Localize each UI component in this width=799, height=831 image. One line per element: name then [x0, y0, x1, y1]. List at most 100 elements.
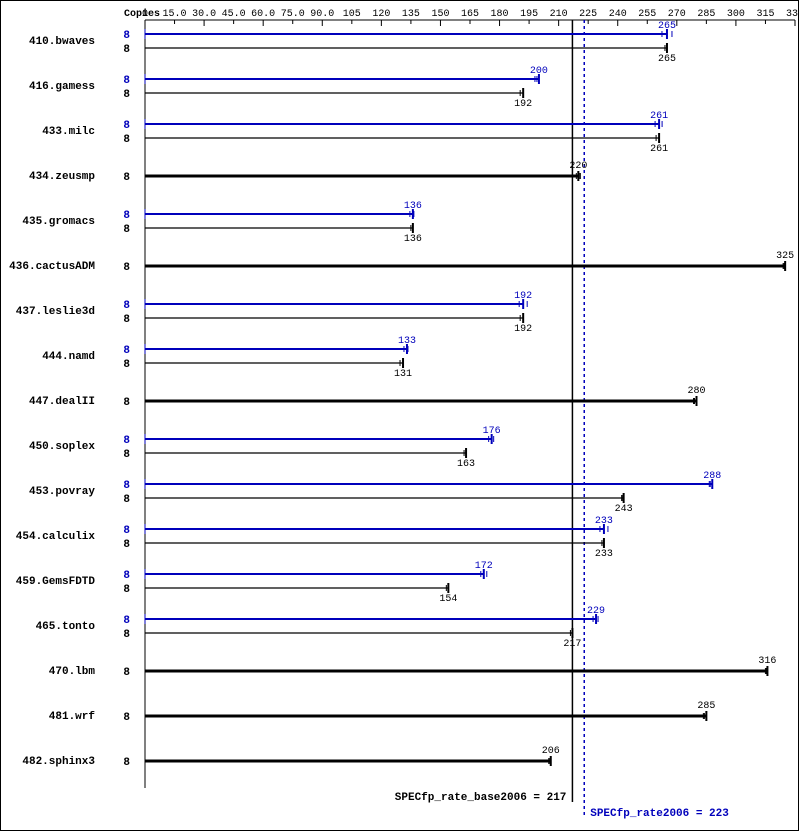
value-label-base: 217	[563, 639, 581, 650]
benchmark-label: 459.GemsFDTD	[16, 576, 96, 588]
value-label-base: 285	[697, 701, 715, 712]
copies-base: 8	[123, 629, 130, 641]
axis-tick-label: 210	[550, 9, 568, 20]
copies-peak: 8	[123, 525, 130, 537]
axis-tick-label: 330	[786, 9, 799, 20]
value-label-peak: 261	[650, 111, 668, 122]
copies-peak: 8	[123, 345, 130, 357]
copies-peak: 8	[123, 210, 130, 222]
axis-tick-label: 315	[756, 9, 774, 20]
benchmark-label: 482.sphinx3	[22, 756, 95, 768]
specfp-rate-chart: 015.030.045.060.075.090.0105120135150165…	[0, 0, 799, 831]
value-label-base: 154	[439, 594, 457, 605]
copies-base: 8	[123, 44, 130, 56]
copies-base: 8	[123, 667, 130, 679]
value-label-peak: 288	[703, 471, 721, 482]
value-label-peak: 133	[398, 336, 416, 347]
copies-peak: 8	[123, 300, 130, 312]
summary-base: SPECfp_rate_base2006 = 217	[395, 792, 567, 804]
copies-base: 8	[123, 397, 130, 409]
axis-tick-label: 255	[638, 9, 656, 20]
value-label-base: 265	[658, 54, 676, 65]
benchmark-label: 434.zeusmp	[29, 171, 95, 183]
value-label-peak: 233	[595, 516, 613, 527]
copies-peak: 8	[123, 30, 130, 42]
axis-tick-label: 240	[609, 9, 627, 20]
value-label-peak: 192	[514, 291, 532, 302]
axis-tick-label: 15.0	[163, 9, 187, 20]
value-label-base: 280	[688, 386, 706, 397]
copies-peak: 8	[123, 480, 130, 492]
benchmark-label: 447.dealII	[29, 396, 95, 408]
benchmark-label: 436.cactusADM	[9, 261, 95, 273]
copies-base: 8	[123, 539, 130, 551]
benchmark-label: 481.wrf	[49, 711, 96, 723]
copies-peak: 8	[123, 570, 130, 582]
axis-tick-label: 135	[402, 9, 420, 20]
copies-base: 8	[123, 89, 130, 101]
copies-peak: 8	[123, 75, 130, 87]
benchmark-label: 454.calculix	[16, 531, 96, 543]
copies-base: 8	[123, 224, 130, 236]
axis-tick-label: 270	[668, 9, 686, 20]
axis-tick-label: 300	[727, 9, 745, 20]
axis-tick-label: 150	[431, 9, 449, 20]
benchmark-label: 416.gamess	[29, 81, 95, 93]
copies-peak: 8	[123, 120, 130, 132]
copies-base: 8	[123, 494, 130, 506]
benchmark-label: 435.gromacs	[22, 216, 95, 228]
value-label-peak: 265	[658, 21, 676, 32]
summary-peak: SPECfp_rate2006 = 223	[590, 808, 729, 820]
benchmark-label: 470.lbm	[49, 666, 96, 678]
axis-tick-label: 90.0	[310, 9, 334, 20]
axis-tick-label: 195	[520, 9, 538, 20]
copies-base: 8	[123, 757, 130, 769]
value-label-base: 316	[758, 656, 776, 667]
value-label-base: 261	[650, 144, 668, 155]
axis-tick-label: 60.0	[251, 9, 275, 20]
benchmark-label: 450.soplex	[29, 441, 95, 453]
axis-tick-label: 30.0	[192, 9, 216, 20]
axis-tick-label: 45.0	[222, 9, 246, 20]
value-label-peak: 176	[483, 426, 501, 437]
axis-tick-label: 120	[372, 9, 390, 20]
value-label-base: 192	[514, 324, 532, 335]
axis-tick-label: 180	[491, 9, 509, 20]
value-label-base: 136	[404, 234, 422, 245]
copies-base: 8	[123, 314, 130, 326]
value-label-base: 325	[776, 251, 794, 262]
value-label-base: 233	[595, 549, 613, 560]
benchmark-label: 410.bwaves	[29, 36, 95, 48]
copies-base: 8	[123, 359, 130, 371]
value-label-peak: 200	[530, 66, 548, 77]
copies-base: 8	[123, 172, 130, 184]
value-label-base: 220	[569, 161, 587, 172]
axis-tick-label: 165	[461, 9, 479, 20]
benchmark-label: 444.namd	[42, 351, 95, 363]
copies-peak: 8	[123, 615, 130, 627]
value-label-base: 131	[394, 369, 412, 380]
copies-header: Copies	[124, 8, 160, 20]
copies-base: 8	[123, 262, 130, 274]
copies-base: 8	[123, 449, 130, 461]
benchmark-label: 433.milc	[42, 126, 95, 138]
axis-tick-label: 225	[579, 9, 597, 20]
value-label-base: 163	[457, 459, 475, 470]
value-label-base: 206	[542, 746, 560, 757]
axis-tick-label: 285	[697, 9, 715, 20]
copies-peak: 8	[123, 435, 130, 447]
copies-base: 8	[123, 712, 130, 724]
copies-base: 8	[123, 134, 130, 146]
axis-tick-label: 75.0	[281, 9, 305, 20]
benchmark-label: 465.tonto	[36, 621, 96, 633]
value-label-base: 243	[615, 504, 633, 515]
chart-svg: 015.030.045.060.075.090.0105120135150165…	[0, 0, 799, 831]
value-label-peak: 229	[587, 606, 605, 617]
axis-tick-label: 105	[343, 9, 361, 20]
value-label-peak: 172	[475, 561, 493, 572]
value-label-base: 192	[514, 99, 532, 110]
benchmark-label: 453.povray	[29, 486, 95, 498]
value-label-peak: 136	[404, 201, 422, 212]
benchmark-label: 437.leslie3d	[16, 306, 95, 318]
copies-base: 8	[123, 584, 130, 596]
